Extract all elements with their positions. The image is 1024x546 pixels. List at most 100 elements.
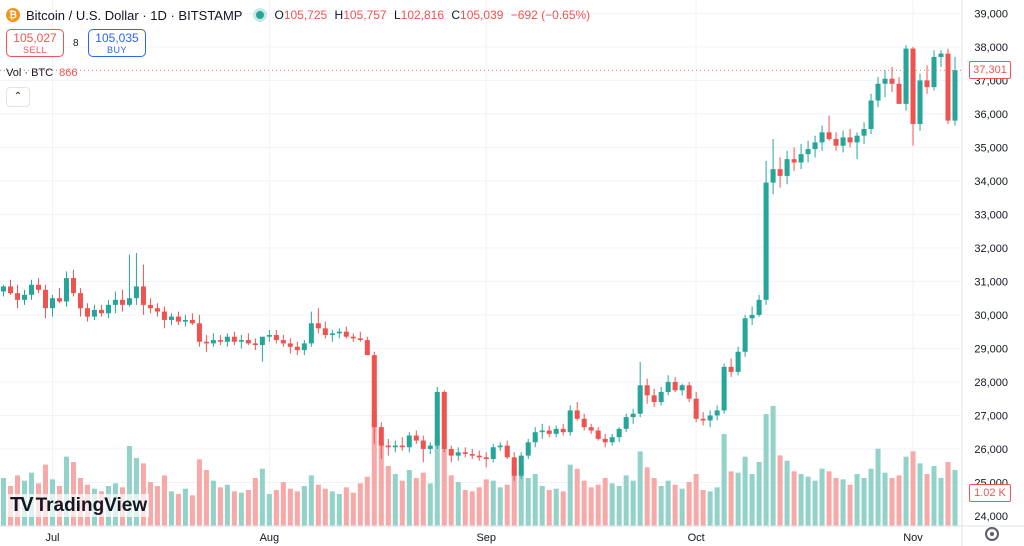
volume-bar xyxy=(231,491,237,526)
candle-body xyxy=(931,56,937,88)
candle-body xyxy=(7,286,14,294)
volume-bar xyxy=(553,488,559,526)
candle-body xyxy=(336,331,342,334)
candle-body xyxy=(497,445,503,448)
tradingview-logo[interactable]: TV TradingView xyxy=(8,494,150,517)
volume-bar xyxy=(623,475,629,526)
symbol-title[interactable]: Bitcoin / U.S. Dollar · 1D · BITSTAMP xyxy=(26,7,243,23)
volume-bar xyxy=(476,487,482,526)
volume-bar xyxy=(420,472,426,526)
candle-body xyxy=(588,427,594,431)
volume-bar xyxy=(665,480,671,526)
tradingview-logo-icon: TV xyxy=(10,494,34,516)
gear-icon[interactable] xyxy=(985,527,999,541)
volume-bar xyxy=(903,456,909,526)
volume-bar xyxy=(574,468,580,526)
low-value: 102,816 xyxy=(400,8,445,22)
volume-bar xyxy=(168,491,174,526)
buy-button[interactable]: 105,035 BUY xyxy=(88,29,146,57)
volume-bar xyxy=(539,486,545,526)
candle-body xyxy=(546,430,552,434)
candle-body xyxy=(903,48,909,104)
candle-body xyxy=(756,299,762,315)
candle-body xyxy=(462,452,468,454)
candle-body xyxy=(679,385,685,391)
candle-body xyxy=(875,83,881,101)
candle-body xyxy=(476,455,482,458)
candle-body xyxy=(525,442,531,456)
volume-bar xyxy=(840,479,846,526)
candle-body xyxy=(861,128,867,136)
candle-body xyxy=(210,340,216,344)
open-value: 105,725 xyxy=(283,8,328,22)
candle-body xyxy=(231,336,237,342)
collapse-legend-button[interactable]: ⌃ xyxy=(6,87,30,107)
volume-bar xyxy=(371,411,377,526)
volume-bar xyxy=(609,483,615,526)
volume-bar xyxy=(847,484,853,526)
candle-body xyxy=(917,80,923,124)
candle-body xyxy=(721,366,727,411)
candle-body xyxy=(777,169,783,176)
candle-body xyxy=(518,455,524,476)
candle-body xyxy=(833,139,839,146)
volume-bar xyxy=(588,487,594,526)
candle-body xyxy=(490,447,496,459)
y-tick-label: 26,000 xyxy=(974,444,1008,456)
candle-body xyxy=(553,428,559,434)
candle-body xyxy=(728,366,734,372)
candle-body xyxy=(616,428,622,438)
volume-bar xyxy=(259,468,265,526)
volume-bar xyxy=(322,488,328,526)
volume-bar xyxy=(238,492,244,526)
candle-body xyxy=(14,293,21,300)
volume-bar xyxy=(910,451,916,526)
candle-body xyxy=(175,316,181,322)
candle-body xyxy=(651,395,657,403)
candle-body xyxy=(189,319,195,324)
candle-body xyxy=(105,304,111,314)
candle-body xyxy=(77,293,83,309)
candle-body xyxy=(371,355,377,428)
y-tick-label: 31,000 xyxy=(974,276,1008,288)
candle-body xyxy=(840,137,846,146)
candle-body xyxy=(364,340,370,356)
volume-bar xyxy=(350,492,356,526)
sell-button[interactable]: 105,027 SELL xyxy=(6,29,64,57)
candle-body xyxy=(168,316,174,320)
volume-bar xyxy=(777,455,783,526)
volume-bar xyxy=(679,488,685,526)
volume-bar xyxy=(714,487,720,526)
volume-bar xyxy=(861,478,867,526)
volume-bar xyxy=(826,471,832,526)
volume-bar xyxy=(182,488,188,526)
volume-bar xyxy=(441,448,447,526)
volume-bar xyxy=(896,475,902,526)
candle-body xyxy=(35,284,41,290)
candle-body xyxy=(938,53,944,57)
time-axis[interactable]: Jul Aug Sep Oct Nov xyxy=(0,525,1024,544)
candle-body xyxy=(539,430,545,433)
candle-body xyxy=(924,80,930,88)
candle-body xyxy=(868,100,874,129)
price-axis[interactable]: 39,00038,00037,00036,00035,00034,00033,0… xyxy=(961,0,1008,546)
candle-body xyxy=(413,435,419,441)
volume-bar xyxy=(224,484,230,526)
volume-bar xyxy=(735,472,741,526)
volume-bar xyxy=(490,480,496,526)
candle-body xyxy=(28,284,35,295)
volume-bar xyxy=(364,476,370,526)
candle-body xyxy=(952,70,958,121)
volume-bar xyxy=(686,482,692,526)
candle-body xyxy=(595,430,601,439)
candle-body xyxy=(378,427,384,446)
candle-body xyxy=(854,135,860,143)
candle-body xyxy=(896,83,902,104)
volume-bar xyxy=(567,464,573,526)
candle-body xyxy=(805,149,811,155)
volume-bar xyxy=(448,475,454,526)
candle-body xyxy=(630,413,636,418)
volume-bar xyxy=(644,467,650,526)
volume-legend[interactable]: Vol · BTC 866 xyxy=(6,67,77,79)
